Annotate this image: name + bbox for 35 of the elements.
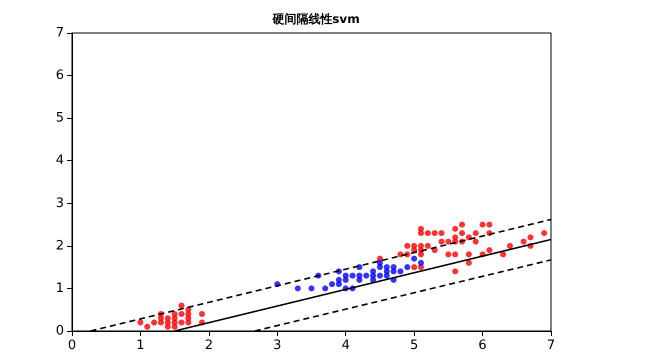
y-tick-label: 6 xyxy=(56,68,64,84)
x-tick-label: 0 xyxy=(68,338,76,353)
point xyxy=(336,276,342,283)
point xyxy=(363,272,370,279)
point xyxy=(418,260,424,266)
x-tick-label: 6 xyxy=(478,338,487,353)
point xyxy=(308,285,314,292)
x-tick-label: 1 xyxy=(136,338,145,353)
x-tick-label: 5 xyxy=(410,338,418,353)
point xyxy=(294,285,301,292)
x-tick-label: 4 xyxy=(342,338,350,353)
x-tick-label: 2 xyxy=(204,338,213,353)
point xyxy=(376,260,383,266)
point xyxy=(342,272,349,279)
y-tick-label: 5 xyxy=(56,110,64,126)
point xyxy=(404,264,410,270)
point xyxy=(384,264,390,270)
x-tick-label: 7 xyxy=(546,338,556,353)
y-tick-label: 0 xyxy=(56,324,64,338)
y-tick-label: 4 xyxy=(56,153,64,168)
point xyxy=(350,272,356,279)
point xyxy=(329,281,336,288)
x-tick-label: 3 xyxy=(273,338,282,353)
point xyxy=(390,264,397,270)
point xyxy=(376,272,383,279)
chart-title: 硬间隔线性svm xyxy=(271,12,360,26)
y-tick-label: 3 xyxy=(56,196,64,211)
point xyxy=(370,268,376,274)
y-tick-label: 7 xyxy=(56,26,64,40)
point xyxy=(397,268,404,274)
point xyxy=(411,256,418,262)
point xyxy=(356,272,362,279)
point xyxy=(322,285,328,292)
y-tick-label: 2 xyxy=(56,238,64,254)
y-tick-label: 1 xyxy=(56,280,64,296)
